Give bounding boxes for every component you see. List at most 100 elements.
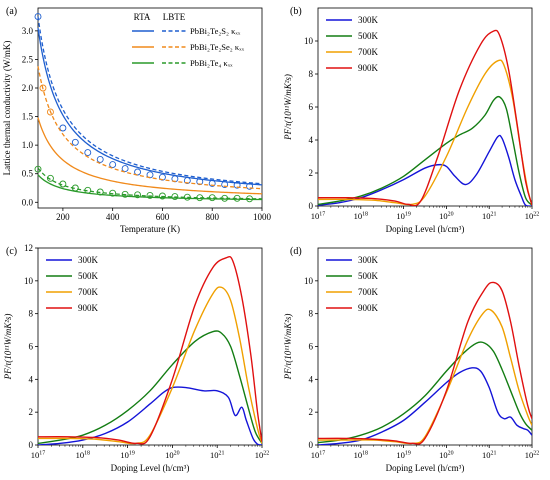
x-tick-label: 200 bbox=[56, 212, 70, 222]
y-tick-label: 6 bbox=[309, 342, 314, 352]
y-tick-label: 3.0 bbox=[22, 26, 34, 36]
x-tick-label: 1020 bbox=[165, 450, 179, 460]
series-a-2-marker bbox=[46, 174, 54, 182]
series-a-0-marker bbox=[59, 124, 67, 132]
series-a-0-marker bbox=[34, 13, 42, 21]
series-a-2-marker bbox=[146, 191, 154, 199]
plot-frame bbox=[37, 247, 263, 446]
panel-a: (a) 200 400 600 800 1000 0.0 0.5 1.0 1.5 2.0 2.5 3.0… bbox=[2, 6, 272, 234]
legend-entry-label: 900K bbox=[78, 303, 99, 313]
series-a-1-marker bbox=[39, 84, 47, 92]
series-a-0-marker bbox=[121, 165, 129, 173]
y-tick-label: 2 bbox=[309, 168, 314, 178]
y-tick-label: 0.5 bbox=[22, 169, 34, 179]
legend-entry-label: PbBi₂Te₄ κₓₓ bbox=[190, 58, 233, 68]
panel-c: (c) 1017 1018 1019 1020 1021 1022 0 2 4 6 8 10 12 Dopi… bbox=[3, 243, 269, 473]
y-tick-label: 2.5 bbox=[22, 54, 34, 64]
series-a-2-marker bbox=[171, 193, 179, 201]
series-a-2-marker bbox=[183, 193, 191, 201]
legend-entry-label: 300K bbox=[358, 255, 379, 265]
panel-label: (a) bbox=[6, 6, 17, 17]
legend-c: 300K 500K 700K 900K bbox=[46, 255, 99, 313]
x-tick-label: 1021 bbox=[482, 211, 496, 221]
x-axis-label: Doping Level (h/cm³) bbox=[386, 224, 465, 234]
x-tick-label: 400 bbox=[106, 212, 120, 222]
panel-d: (d) 1017 1018 1019 1020 1021 1022 0 2 4 6 8 10 Doping… bbox=[283, 246, 539, 473]
x-tick-label: 1021 bbox=[482, 450, 496, 460]
series-b-900K-line bbox=[318, 29, 532, 206]
y-tick-label: 4 bbox=[309, 374, 314, 384]
series-a-0-marker bbox=[246, 182, 254, 190]
x-tick-label: 1017 bbox=[311, 450, 325, 460]
legend-entry-label: 500K bbox=[78, 271, 99, 281]
series-d-700K-line bbox=[318, 308, 532, 445]
x-tick-label: 1018 bbox=[354, 211, 368, 221]
series-a-2-marker bbox=[233, 194, 241, 202]
series-a-2-marker bbox=[208, 194, 216, 202]
y-tick-label: 6 bbox=[309, 102, 314, 112]
panel-label: (c) bbox=[6, 246, 17, 257]
legend-header-lbte: LBTE bbox=[163, 12, 186, 22]
legend-entry-label: PbBi₂Te₂S₂ κₓₓ bbox=[190, 26, 241, 36]
y-tick-label: 10 bbox=[304, 276, 314, 286]
x-tick-label: 1020 bbox=[439, 450, 453, 460]
x-tick-label: 1018 bbox=[354, 450, 368, 460]
legend-entry-label: 500K bbox=[358, 271, 379, 281]
x-axis-label: Doping Level (h/cm³) bbox=[386, 463, 465, 473]
x-tick-label: 1019 bbox=[120, 450, 134, 460]
y-axis-label: Lattice thermal conductivity (W/mK) bbox=[2, 41, 12, 176]
legend-entry-label: 700K bbox=[358, 287, 379, 297]
series-a-0-marker bbox=[208, 179, 216, 187]
y-tick-label: 2 bbox=[29, 407, 34, 417]
panel-label: (d) bbox=[290, 246, 302, 257]
plot-frame bbox=[37, 7, 263, 209]
x-tick-label: 1000 bbox=[253, 212, 272, 222]
series-a-2-marker bbox=[158, 192, 166, 200]
series-a-1-rta-line bbox=[37, 117, 263, 195]
y-tick-label: 8 bbox=[309, 309, 314, 319]
legend-entry-label: 900K bbox=[358, 303, 379, 313]
x-tick-label: 1022 bbox=[255, 450, 269, 460]
series-b-500K-line bbox=[318, 95, 532, 206]
y-tick-label: 0 bbox=[309, 440, 314, 450]
y-tick-label: 0 bbox=[309, 201, 314, 211]
y-axis-label: PF/τ(10¹¹W/mK²s) bbox=[3, 314, 13, 381]
series-a-2-marker bbox=[71, 184, 79, 192]
series-a-2-marker bbox=[109, 189, 117, 197]
y-tick-label: 12 bbox=[24, 243, 33, 253]
x-tick-label: 800 bbox=[205, 212, 219, 222]
legend-entry-label: 300K bbox=[358, 15, 379, 25]
y-tick-label: 2.0 bbox=[22, 83, 34, 93]
series-a-2-marker bbox=[121, 190, 129, 198]
legend-entry-label: 900K bbox=[358, 63, 379, 73]
series-a-0-marker bbox=[183, 177, 191, 185]
x-tick-label: 1021 bbox=[210, 450, 224, 460]
series-a-2-marker bbox=[196, 194, 204, 202]
series-a-2-marker bbox=[34, 165, 42, 173]
series-c-900K-line bbox=[38, 255, 262, 445]
series-a-0-marker bbox=[134, 168, 142, 176]
series-a-0-marker bbox=[84, 149, 92, 157]
series-d-900K-line bbox=[318, 281, 532, 445]
y-tick-label: 1.0 bbox=[22, 140, 34, 150]
series-a-2-marker bbox=[96, 188, 104, 196]
y-axis-label: PF/τ(10¹¹W/mK²s) bbox=[283, 74, 293, 141]
series-a-1-marker bbox=[46, 108, 54, 116]
series-a-0-marker bbox=[221, 181, 229, 189]
y-tick-label: 0.0 bbox=[22, 197, 34, 207]
series-a-0-lbte-line bbox=[37, 16, 263, 185]
y-tick-label: 4 bbox=[309, 135, 314, 145]
series-a-2-marker bbox=[134, 191, 142, 199]
y-tick-label: 2 bbox=[309, 407, 314, 417]
x-tick-label: 1022 bbox=[525, 450, 539, 460]
series-a-0-marker bbox=[109, 161, 117, 169]
y-tick-label: 10 bbox=[24, 276, 34, 286]
legend-entry-label: 700K bbox=[78, 287, 99, 297]
series-a-2-marker bbox=[221, 194, 229, 202]
x-tick-label: 600 bbox=[156, 212, 170, 222]
legend-entry-label: 700K bbox=[358, 47, 379, 57]
legend-d: 300K 500K 700K 900K bbox=[326, 255, 379, 313]
legend-entry-label: 500K bbox=[358, 31, 379, 41]
x-tick-label: 1019 bbox=[396, 450, 410, 460]
